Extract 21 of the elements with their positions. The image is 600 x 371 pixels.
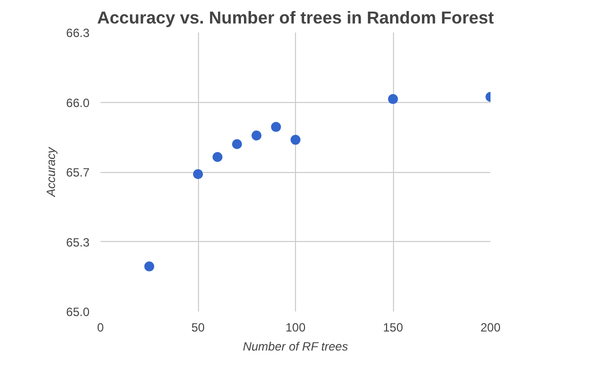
- point: [144, 261, 154, 272]
- x-tick-label: 100: [285, 320, 306, 334]
- x-axis-title: Number of RF trees: [242, 340, 348, 354]
- x-tick-label: 150: [382, 320, 404, 334]
- point: [290, 134, 300, 145]
- y-tick-label: 65.3: [66, 235, 90, 250]
- point: [212, 152, 222, 162]
- y-tick-label: 66.3: [66, 26, 90, 40]
- point: [388, 94, 398, 104]
- x-tick-label: 200: [480, 320, 501, 334]
- y-tick-label: 65.0: [66, 305, 90, 319]
- point: [271, 122, 281, 132]
- point: [193, 169, 203, 180]
- x-tick-label: 50: [191, 320, 205, 334]
- x-tick-label: 0: [97, 320, 104, 334]
- y-tick-label: 65.7: [66, 166, 90, 180]
- chart-title: Accuracy vs. Number of trees in Random Forest: [97, 8, 494, 28]
- point: [252, 130, 262, 141]
- y-tick-label: 66.0: [66, 96, 90, 110]
- y-axis-title: Accuracy: [44, 146, 58, 198]
- point: [232, 139, 242, 150]
